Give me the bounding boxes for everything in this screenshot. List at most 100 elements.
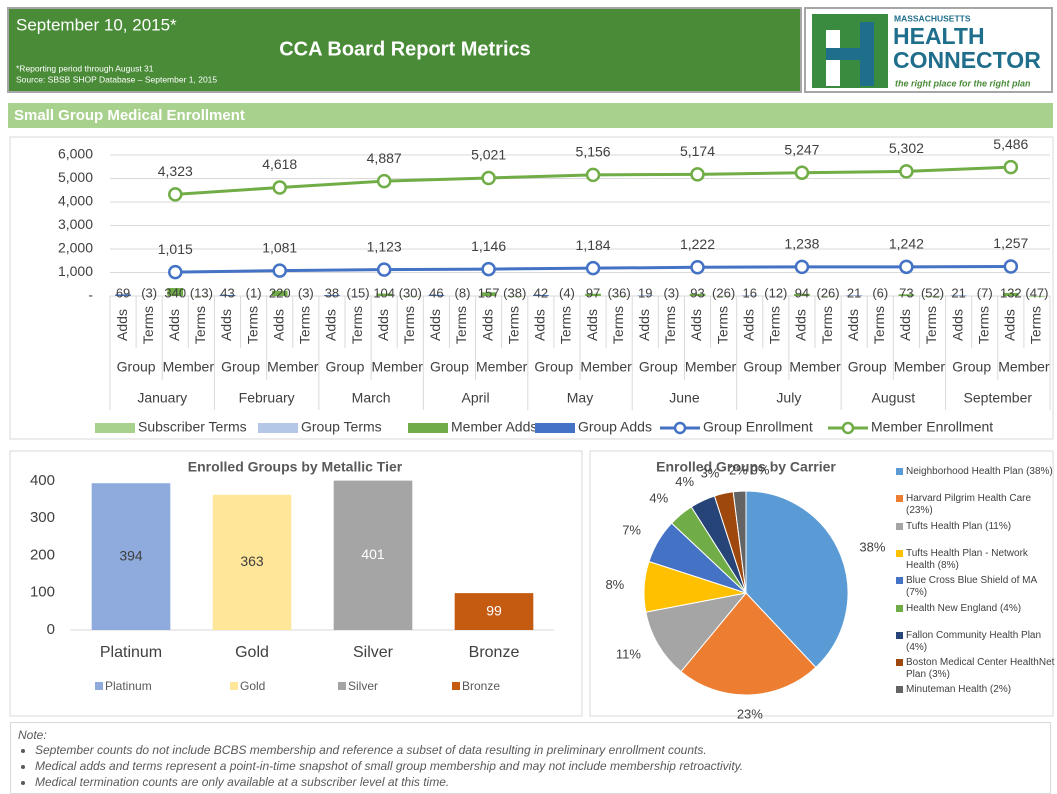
line-value-label: 1,242 [889, 236, 924, 252]
bar-value-label: (3) [663, 285, 679, 300]
x-measure-label: Terms [871, 306, 887, 344]
bar-value-label: 21 [847, 285, 861, 300]
legend-label: Boston Medical Center HealthNet Plan (3%… [906, 657, 1055, 681]
legend-label: Silver [348, 679, 378, 693]
line-marker [272, 263, 287, 278]
line-value-label: 1,015 [158, 241, 193, 257]
line-value-label: 4,618 [262, 156, 297, 172]
bar-value-label: 73 [899, 285, 913, 300]
line-marker [794, 259, 810, 275]
line-marker [168, 264, 183, 280]
x-measure-label: Adds [584, 309, 600, 341]
y-tick-label: 2,000 [58, 240, 93, 256]
bar [924, 296, 941, 298]
legend-label: Group Terms [301, 419, 382, 435]
y-tick-label: 4,000 [58, 193, 93, 209]
legend-label: Blue Cross Blue Shield of MA (7%) [906, 575, 1037, 599]
bar-value-label: 99 [486, 602, 502, 618]
x-measure-label: Terms [975, 306, 991, 344]
y-tick-label: 1,000 [58, 263, 93, 279]
legend-item: Boston Medical Center HealthNet Plan (3%… [896, 657, 1057, 681]
legend-label: Subscriber Terms [138, 419, 247, 435]
x-month-label: August [872, 390, 916, 406]
pie-value-label: 8% [605, 577, 624, 592]
bar-value-label: (7) [977, 285, 993, 300]
legend-label: Tufts Health Plan - Network Health (8%) [906, 547, 1028, 571]
line-marker [376, 262, 392, 277]
x-group-label: Group [952, 359, 991, 375]
line-marker [899, 259, 914, 275]
legend-label: Tufts Health Plan (11%) [906, 520, 1012, 532]
bar-value-label: (3) [141, 285, 157, 300]
bar-value-label: 46 [429, 285, 443, 300]
legend-item: Blue Cross Blue Shield of MA (7%) [896, 575, 1057, 599]
pie-slice [645, 592, 748, 673]
pie-value-label: 2% [729, 463, 748, 478]
bar [324, 295, 340, 296]
x-measure-label: Terms [505, 306, 521, 344]
bar [115, 294, 131, 296]
x-measure-label: Terms [401, 306, 417, 344]
pie-value-label: 0% [751, 462, 770, 477]
x-measure-label: Adds [1002, 309, 1018, 341]
line-value-label: 5,247 [784, 141, 819, 157]
bar [715, 296, 732, 297]
legend-label: Member Adds [451, 419, 537, 435]
legend-swatch [230, 682, 238, 690]
legend-swatch [95, 682, 103, 690]
x-measure-label: Adds [427, 309, 443, 341]
x-group-label: Member [685, 359, 737, 375]
y-tick-label: - [88, 287, 93, 303]
line-value-label: 5,302 [889, 140, 924, 156]
line-value-label: 1,238 [784, 236, 819, 252]
legend-label: Platinum [105, 679, 152, 693]
bar-value-label: 93 [690, 285, 704, 300]
x-measure-label: Adds [688, 309, 704, 341]
legend-swatch [896, 686, 903, 694]
legend-item: Health New England (4%) [896, 603, 1057, 615]
legend-label: Group Enrollment [703, 419, 813, 435]
bar-value-label: 42 [534, 285, 548, 300]
bar [480, 292, 497, 296]
x-month-label: April [462, 390, 490, 406]
pie-value-label: 23% [737, 706, 763, 721]
bar-value-label: (1) [246, 285, 262, 300]
line-value-label: 4,887 [367, 150, 402, 166]
x-group-label: Group [848, 359, 887, 375]
legend-item: Minuteman Health (2%) [896, 684, 1057, 696]
x-month-label: May [567, 390, 593, 406]
bar-value-label: (6) [872, 285, 888, 300]
x-group-label: Member [476, 359, 528, 375]
y-tick-label: 5,000 [58, 169, 93, 185]
x-measure-label: Terms [558, 306, 574, 344]
bar [585, 293, 601, 296]
bar-value-label: 94 [795, 285, 809, 300]
x-measure-label: Terms [192, 306, 208, 344]
x-measure-label: Terms [453, 306, 469, 344]
line-marker [690, 167, 705, 182]
bar-value-label: 132 [1000, 285, 1022, 300]
section-title: Small Group Medical Enrollment [14, 107, 245, 124]
x-group-label: Group [430, 359, 469, 375]
line-marker [1003, 259, 1019, 274]
x-group-label: Group [326, 359, 365, 375]
legend-item: Harvard Pilgrim Health Care (23%) [896, 493, 1057, 517]
y-tick-label: 3,000 [58, 216, 93, 232]
x-month-label: March [352, 390, 391, 406]
y-tick-label: 100 [30, 584, 55, 601]
x-measure-label: Adds [270, 309, 286, 341]
x-group-label: Group [743, 359, 782, 375]
bar-value-label: 401 [361, 546, 385, 562]
legend-item: Tufts Health Plan (11%) [896, 521, 1057, 533]
pie-slice [745, 490, 849, 669]
x-measure-label: Terms [140, 306, 156, 344]
y-tick-label: 0 [47, 621, 55, 638]
x-measure-label: Adds [793, 309, 809, 341]
bar [212, 494, 292, 630]
x-measure-label: Adds [166, 309, 182, 341]
x-group-label: Member [894, 359, 946, 375]
x-tick-label: Gold [235, 644, 269, 661]
x-group-label: Group [221, 359, 260, 375]
x-measure-label: Adds [323, 309, 339, 341]
legend-label: Member Enrollment [871, 419, 993, 435]
